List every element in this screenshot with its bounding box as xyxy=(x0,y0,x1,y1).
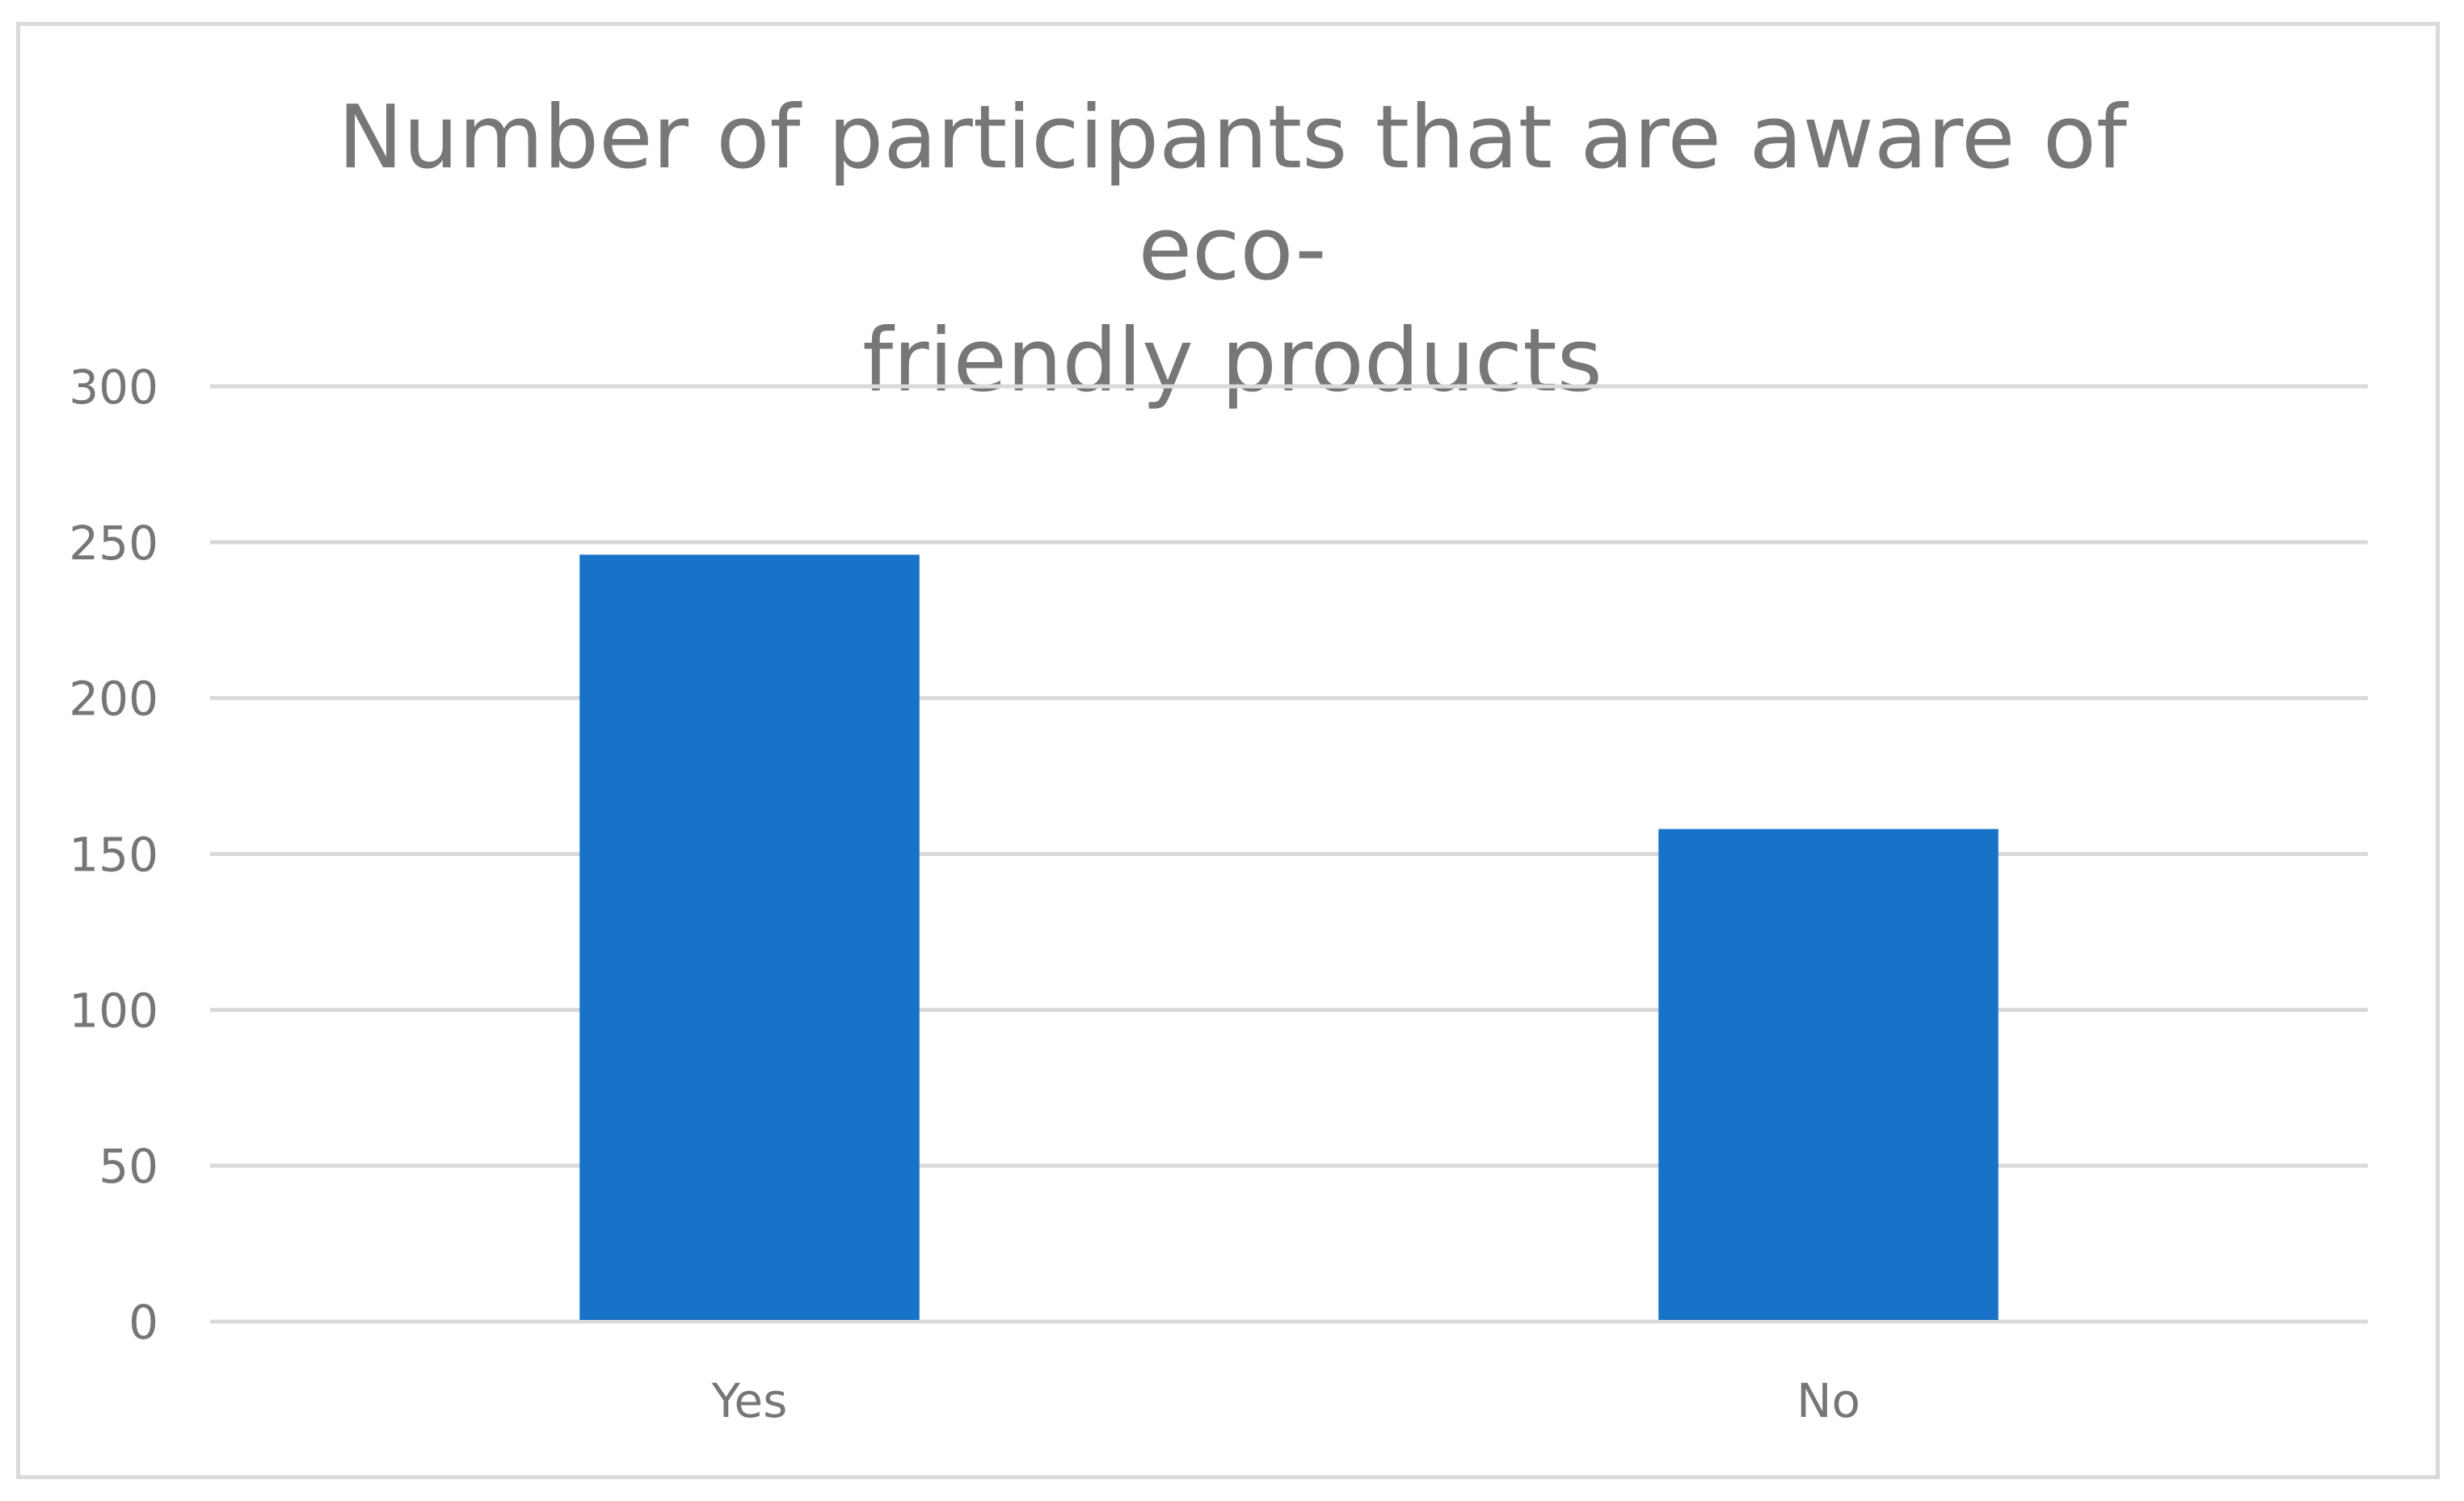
chart-title-line-2: friendly products xyxy=(862,310,1603,411)
bars xyxy=(579,554,1999,1320)
y-tick-label: 300 xyxy=(69,360,158,415)
bar-yes xyxy=(579,554,920,1320)
y-tick-label: 200 xyxy=(69,672,158,727)
y-tick-label: 150 xyxy=(69,828,158,883)
x-tick-label-no: No xyxy=(1796,1373,1860,1428)
bar-no xyxy=(1658,829,1999,1320)
y-tick-label: 100 xyxy=(69,983,158,1038)
x-axis-labels: Yes No xyxy=(711,1373,1860,1428)
x-tick-label-yes: Yes xyxy=(711,1373,788,1428)
y-axis-ticks: 0 50 100 150 200 250 300 xyxy=(69,360,158,1350)
y-tick-label: 0 xyxy=(128,1295,158,1350)
chart-frame: Number of participants that are aware of… xyxy=(16,22,2440,1479)
chart-title-line-1: Number of participants that are aware of… xyxy=(338,87,2127,300)
y-tick-label: 250 xyxy=(69,516,158,571)
chart-title: Number of participants that are aware of… xyxy=(279,82,2186,417)
y-tick-label: 50 xyxy=(99,1139,158,1194)
gridlines xyxy=(210,384,2368,1324)
